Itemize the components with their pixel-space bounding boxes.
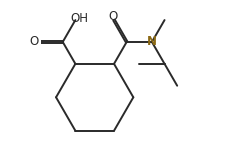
Text: O: O	[108, 10, 117, 23]
Text: O: O	[29, 35, 38, 48]
Text: OH: OH	[70, 12, 88, 25]
Text: N: N	[147, 35, 157, 48]
